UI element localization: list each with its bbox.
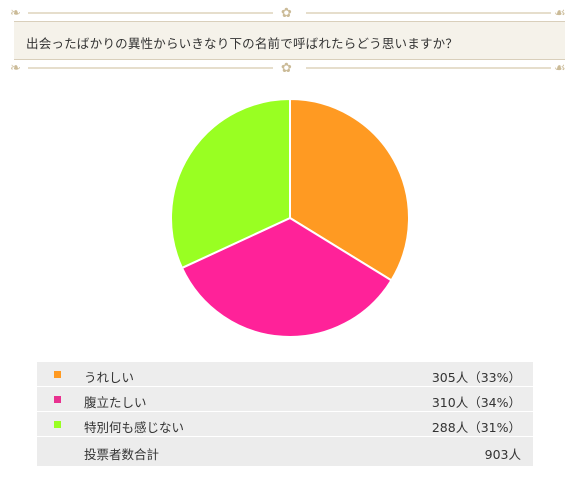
total-value: 903人 (484, 447, 521, 462)
results-table: うれしい 305人（33%） 腹立たしい 310人（34%） 特別何も感じない … (37, 362, 533, 467)
result-label: 特別何も感じない (84, 420, 185, 435)
result-row-ureshii: うれしい 305人（33%） (37, 362, 533, 387)
result-value: 310人（34%） (431, 395, 521, 410)
result-value: 288人（31%） (431, 420, 521, 435)
pie-chart-svg (170, 97, 410, 338)
result-label: 腹立たしい (84, 395, 147, 410)
legend-swatch (54, 421, 61, 428)
pie-slice-ureshii (289, 97, 410, 282)
legend-swatch (54, 396, 61, 403)
svg-text:✿: ✿ (281, 6, 292, 20)
pie-chart (160, 88, 420, 348)
result-value: 305人（33%） (431, 370, 521, 385)
question-text: 出会ったばかりの異性からいきなり下の名前で呼ばれたらどう思いますか？ (26, 36, 459, 51)
legend-swatch (54, 371, 61, 378)
pie-slice-tokubetsu (170, 97, 291, 270)
result-row-tokubetsu: 特別何も感じない 288人（31%） (37, 412, 533, 437)
ornament-bottom-rule: ❧ ✿ ☙ (10, 61, 566, 75)
svg-text:✿: ✿ (281, 61, 292, 75)
svg-text:❧: ❧ (10, 61, 21, 75)
question-box: 出会ったばかりの異性からいきなり下の名前で呼ばれたらどう思いますか？ (14, 21, 565, 60)
svg-text:☙: ☙ (554, 61, 566, 75)
result-row-haradatashii: 腹立たしい 310人（34%） (37, 387, 533, 412)
total-label: 投票者数合計 (84, 447, 160, 462)
svg-text:☙: ☙ (554, 6, 566, 20)
result-row-total: 投票者数合計 903人 (37, 437, 533, 467)
ornament-top-rule: ❧ ✿ ☙ (10, 6, 566, 20)
svg-text:❧: ❧ (10, 6, 21, 20)
result-label: うれしい (84, 370, 135, 385)
pie-slice-haradatashii (180, 216, 393, 338)
